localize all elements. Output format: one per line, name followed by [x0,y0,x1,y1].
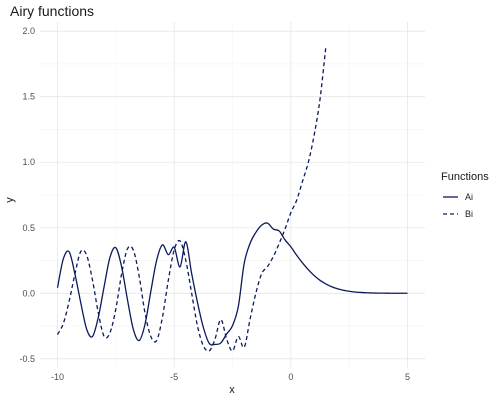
y-tick-label: 1.5 [22,92,35,102]
legend: Functions Ai Bi [441,171,489,219]
y-tick-label: 0.0 [22,288,35,298]
y-tick-label: 0.5 [22,223,35,233]
x-tick-label: 0 [288,372,293,382]
y-tick-label: 1.0 [22,157,35,167]
y-tick-label: 2.0 [22,26,35,36]
x-tick-label: -5 [170,372,178,382]
legend-title: Functions [441,171,489,183]
x-tick-labels: -10 -5 0 5 [51,372,410,382]
series-line-bi [56,46,327,352]
series-lines [56,46,408,352]
y-tick-label: -0.5 [19,354,35,364]
x-tick-label: 5 [405,372,410,382]
chart-title: Airy functions [10,3,94,19]
series-line-ai [56,222,408,346]
x-tick-label: -10 [51,372,64,382]
y-axis-title: y [4,197,16,203]
legend-label-ai: Ai [465,192,473,202]
plot-grid [40,22,425,368]
y-tick-labels: -0.5 0.0 0.5 1.0 1.5 2.0 [19,26,35,364]
x-axis-title: x [229,384,235,396]
legend-label-bi: Bi [465,209,473,219]
